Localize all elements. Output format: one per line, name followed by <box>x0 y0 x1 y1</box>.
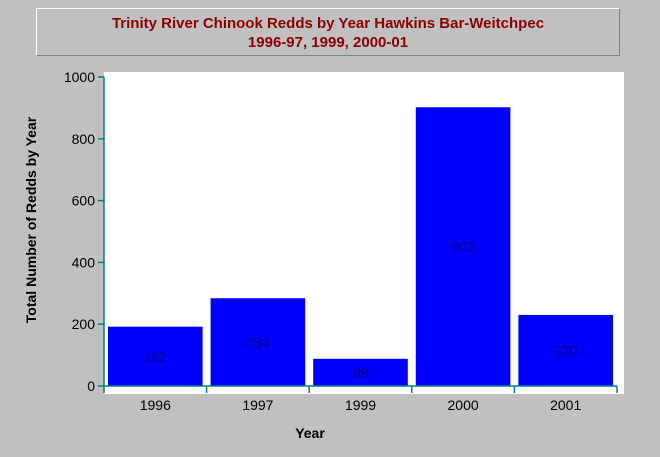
y-tick-label-200: 200 <box>72 316 96 332</box>
bar-2001 <box>518 314 613 386</box>
bar-value-label-2001: 230 <box>554 342 578 358</box>
bar-1997 <box>210 298 306 386</box>
y-axis-label: Total Number of Redds by Year <box>23 116 39 324</box>
bar-value-label-1999: 88 <box>353 364 369 380</box>
bar-value-label-2000: 902 <box>451 239 475 255</box>
x-tick-label-2001: 2001 <box>550 397 581 413</box>
bar-1996 <box>108 326 203 386</box>
bar-1999 <box>313 358 408 386</box>
y-tick-label-800: 800 <box>72 131 96 147</box>
y-tick-label-400: 400 <box>72 254 96 270</box>
y-tick-label-1000: 1000 <box>64 69 95 85</box>
bar-2000 <box>415 107 511 387</box>
bar-value-label-1997: 284 <box>246 334 270 350</box>
chart-title-box: Trinity River Chinook Redds by Year Hawk… <box>36 8 620 56</box>
x-tick-label-1997: 1997 <box>242 397 273 413</box>
bar-value-label-1996: 192 <box>144 348 168 364</box>
y-tick-label-0: 0 <box>87 378 95 394</box>
chart-subtitle: 1996-97, 1999, 2000-01 <box>247 34 409 51</box>
x-tick-label-1996: 1996 <box>140 397 171 413</box>
y-tick-label-600: 600 <box>72 193 96 209</box>
x-axis-label: Year <box>295 425 325 441</box>
chart-title: Trinity River Chinook Redds by Year Hawk… <box>111 15 545 32</box>
x-tick-label-2000: 2000 <box>448 397 479 413</box>
x-tick-label-1999: 1999 <box>345 397 376 413</box>
